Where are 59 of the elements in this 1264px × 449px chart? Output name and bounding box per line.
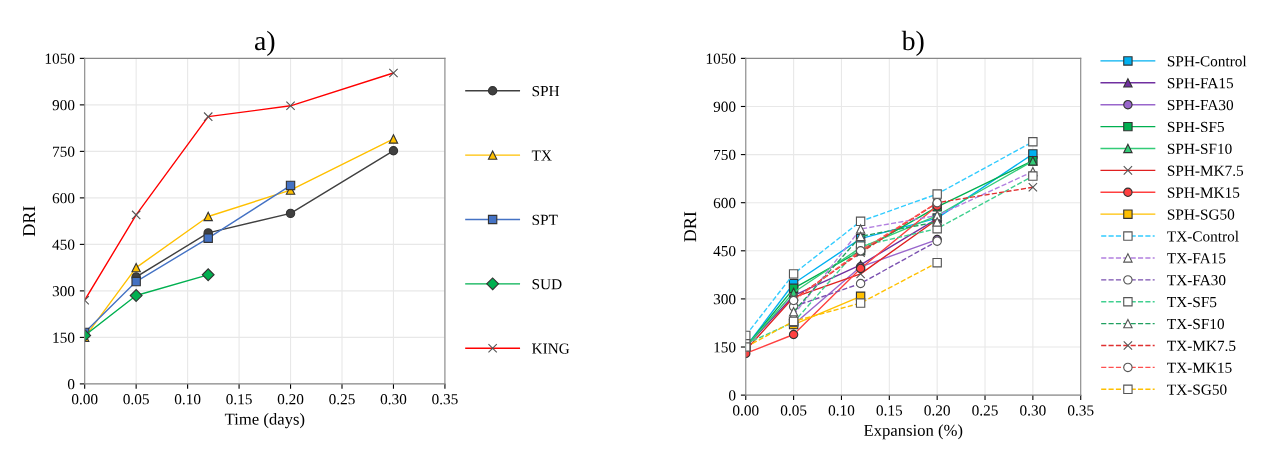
legend-label: TX-FA30 <box>1167 275 1226 286</box>
legend-label: TX-SF5 <box>1167 296 1217 308</box>
legend-label: TX-MK15 <box>1167 362 1232 373</box>
y-tick-label: 1050 <box>45 53 75 64</box>
x-tick-label: 0.20 <box>277 394 304 405</box>
x-axis-title: Expansion (%) <box>863 424 963 440</box>
legend-label: SPH-SF10 <box>1167 143 1232 154</box>
y-tick-label: 1050 <box>706 53 736 64</box>
y-tick-label: 600 <box>52 193 75 204</box>
x-tick-label: 0.05 <box>123 394 149 405</box>
y-tick-label: 600 <box>713 197 736 209</box>
legend-label: SPH-MK7.5 <box>1167 165 1244 176</box>
legend-label: TX-SF10 <box>1167 318 1225 330</box>
x-tick-label: 0.35 <box>432 394 458 405</box>
x-tick-label: 0.30 <box>380 394 407 405</box>
legend-label: SPH-SG50 <box>1167 209 1235 220</box>
y-tick-label: 750 <box>714 149 736 161</box>
x-tick-label: 0.10 <box>828 405 855 416</box>
y-tick-label: 300 <box>52 286 75 297</box>
legend-label: TX <box>531 150 552 161</box>
legend-label: TX-MK7.5 <box>1167 340 1236 352</box>
x-tick-label: 0.35 <box>1067 405 1094 416</box>
x-tick-label: 0.25 <box>972 405 998 416</box>
chart-title: a) <box>254 30 275 56</box>
x-tick-label: 0.30 <box>1020 405 1046 416</box>
y-axis-title: DRI <box>23 206 36 237</box>
x-tick-label: 0.25 <box>329 394 355 405</box>
y-tick-label: 750 <box>53 146 75 157</box>
y-tick-label: 0 <box>728 390 736 401</box>
x-tick-label: 0.10 <box>174 394 201 405</box>
y-tick-label: 450 <box>713 245 736 257</box>
y-tick-label: 0 <box>67 379 75 390</box>
y-tick-label: 300 <box>713 294 736 305</box>
y-tick-label: 150 <box>53 332 75 343</box>
legend-label: TX-SG50 <box>1167 384 1227 395</box>
x-tick-label: 0.15 <box>226 394 252 405</box>
y-tick-label: 450 <box>52 239 75 250</box>
legend-label: SPH <box>532 86 560 97</box>
x-tick-label: 0.00 <box>71 394 98 405</box>
legend-label: SUD <box>532 279 562 290</box>
x-tick-label: 0.15 <box>876 405 903 416</box>
legend-label: SPH-FA15 <box>1167 78 1234 89</box>
x-tick-label: 0.00 <box>732 405 759 416</box>
x-tick-label: 0.20 <box>924 405 950 416</box>
legend-label: SPH-FA30 <box>1167 99 1234 111</box>
legend-label: SPH-SF5 <box>1167 121 1225 133</box>
y-tick-label: 900 <box>713 101 736 112</box>
chart-title: b) <box>901 30 924 56</box>
legend-label: SPH-Control <box>1167 55 1247 67</box>
legend-label: TX-Control <box>1167 230 1239 242</box>
legend-label: TX-FA15 <box>1167 253 1226 264</box>
x-axis-title: Time (days) <box>224 413 305 429</box>
y-tick-label: 150 <box>714 342 736 353</box>
legend-label: SPT <box>532 214 558 225</box>
y-tick-label: 900 <box>52 100 75 111</box>
x-tick-label: 0.05 <box>780 405 807 416</box>
legend-label: KING <box>532 343 570 354</box>
legend-label: SPH-MK15 <box>1167 187 1240 198</box>
y-axis-title: DRI <box>684 211 697 242</box>
